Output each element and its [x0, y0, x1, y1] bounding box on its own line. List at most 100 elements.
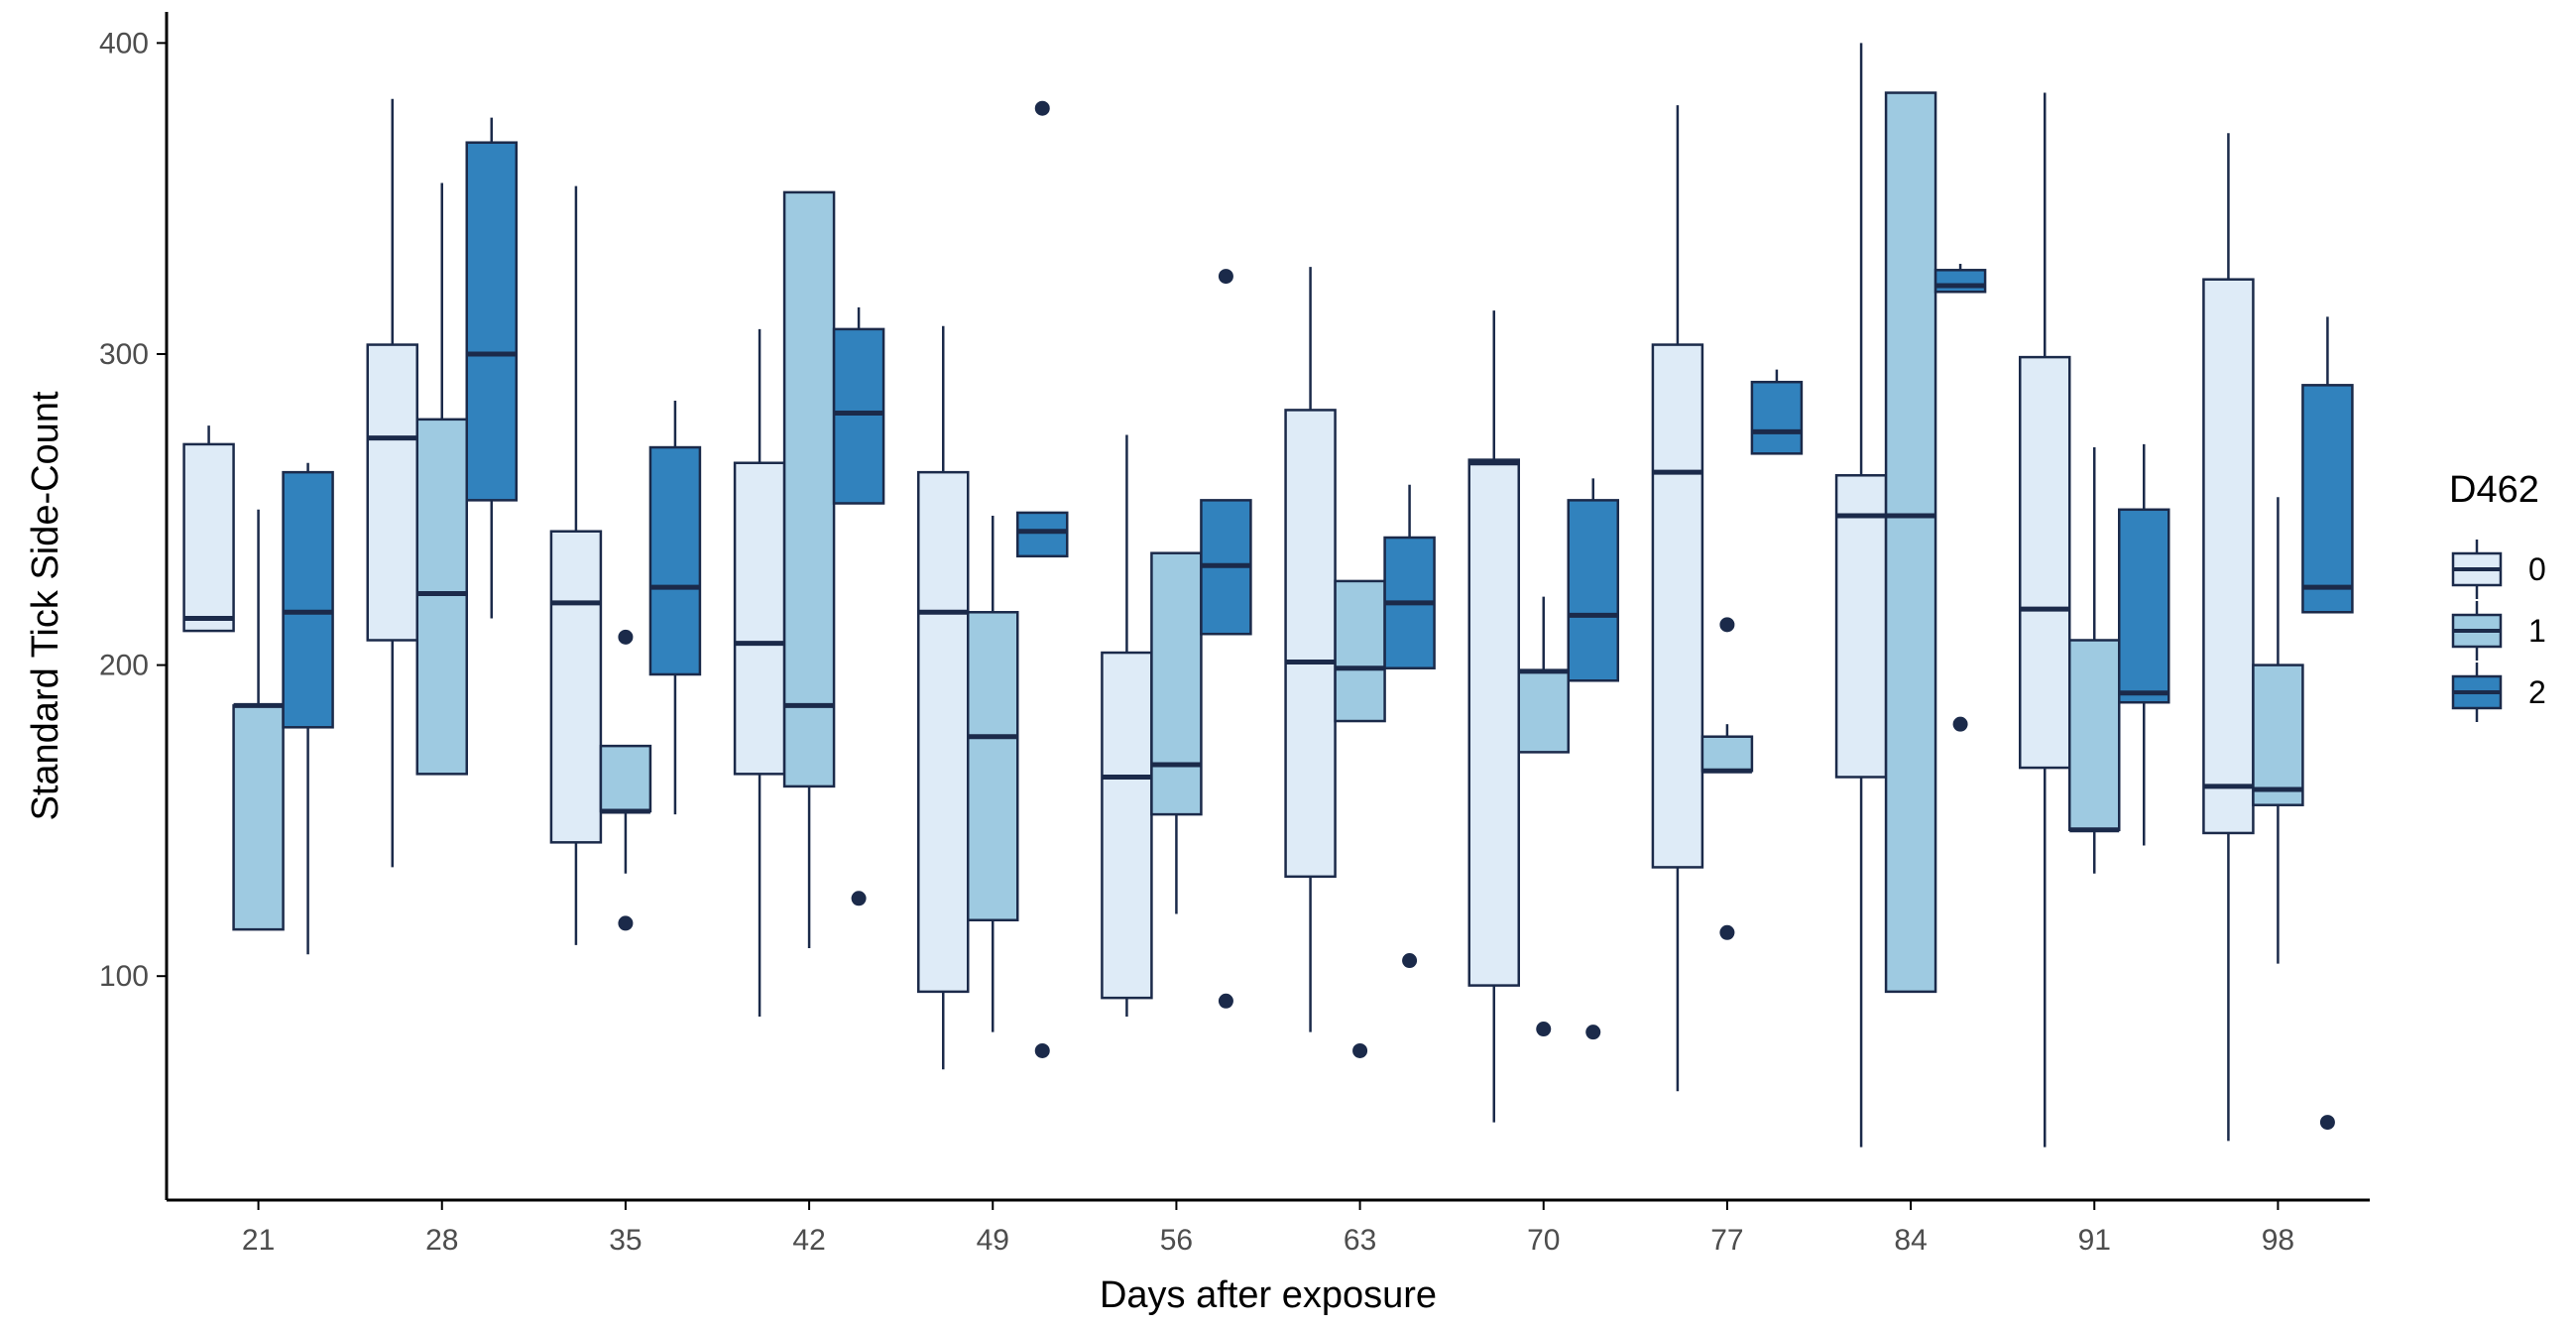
box-day-42-d462-2: [832, 306, 885, 906]
box: [599, 744, 652, 813]
box: [2252, 664, 2304, 806]
box: [1567, 499, 1619, 682]
box: [2301, 384, 2354, 614]
box: [1750, 380, 1804, 455]
box: [967, 611, 1019, 921]
box-day-70-d462-2: [1567, 478, 1619, 1040]
box: [1834, 474, 1888, 779]
legend-items: 0 1 2: [2451, 540, 2546, 722]
legend: D462 0 1 2: [2449, 469, 2546, 722]
x-tick-label: 98: [2262, 1224, 2294, 1257]
box-day-91-d462-1: [2068, 447, 2121, 874]
box-day-98-d462-1: [2252, 497, 2304, 964]
box: [232, 704, 285, 931]
box-day-56-d462-2: [1200, 269, 1252, 1009]
legend-item-0: 0: [2451, 540, 2546, 599]
box-day-91-d462-2: [2118, 443, 2170, 846]
box: [2118, 508, 2170, 704]
outlier-point: [1536, 1022, 1552, 1037]
x-tick-label: 91: [2078, 1224, 2111, 1257]
box: [782, 190, 836, 788]
outlier-point: [1034, 1042, 1050, 1058]
legend-label: 2: [2528, 674, 2546, 710]
box: [1933, 269, 1987, 294]
box: [366, 343, 418, 642]
box: [917, 470, 970, 994]
series-0: [182, 43, 2255, 1148]
axes: [165, 12, 2370, 1202]
x-tick-label: 21: [242, 1224, 275, 1257]
y-tick-label: 300: [99, 338, 149, 371]
outlier-point: [1719, 924, 1735, 940]
box-day-63-d462-1: [1334, 579, 1386, 1058]
box-day-42-d462-1: [782, 190, 836, 948]
box: [182, 442, 235, 633]
box-day-84-d462-1: [1884, 91, 1937, 994]
outlier-point: [851, 891, 867, 906]
box-day-84-d462-0: [1834, 43, 1888, 1148]
outlier-point: [1218, 993, 1233, 1009]
x-axis-title: Days after exposure: [1100, 1274, 1437, 1316]
box: [1016, 511, 1069, 558]
legend-item-2: 2: [2451, 663, 2546, 722]
box-day-77-d462-1: [1700, 617, 1754, 940]
outlier-point: [1218, 269, 1233, 285]
box-day-77-d462-2: [1750, 369, 1804, 455]
legend-label: 1: [2528, 613, 2546, 649]
box: [2068, 639, 2121, 832]
box-day-49-d462-1: [967, 516, 1019, 1032]
box-day-28-d462-1: [415, 182, 468, 776]
box-day-77-d462-0: [1651, 105, 1704, 1092]
outlier-point: [1585, 1025, 1601, 1040]
box: [465, 141, 518, 502]
outlier-point: [1402, 953, 1418, 969]
box: [1517, 669, 1570, 754]
x-tick-label: 63: [1344, 1224, 1376, 1257]
box: [415, 418, 468, 776]
box: [282, 470, 334, 729]
outlier-point: [2319, 1115, 2335, 1131]
box: [1284, 409, 1337, 879]
box-series: [182, 43, 2354, 1148]
legend-title: D462: [2449, 469, 2539, 511]
box: [1884, 91, 1937, 994]
box: [1700, 735, 1754, 773]
box-day-21-d462-2: [282, 462, 334, 955]
outlier-point: [1352, 1042, 1368, 1058]
box: [832, 327, 885, 505]
x-ticks: 21 28 35 42 49 56 63 70 77 84 91 98: [242, 1200, 2294, 1257]
box-day-28-d462-0: [366, 98, 418, 868]
x-tick-label: 56: [1160, 1224, 1193, 1257]
outlier-point: [1952, 716, 1968, 732]
y-axis-title: Standard Tick Side-Count: [25, 391, 66, 820]
box-day-49-d462-0: [917, 325, 970, 1070]
box: [733, 461, 786, 776]
legend-item-1: 1: [2451, 601, 2546, 661]
box: [1150, 551, 1203, 816]
box-day-98-d462-2: [2301, 316, 2354, 1131]
box: [549, 530, 603, 844]
box: [1101, 651, 1153, 1000]
box: [1467, 458, 1520, 987]
box: [1651, 343, 1704, 869]
box: [648, 445, 702, 676]
x-tick-label: 35: [609, 1224, 642, 1257]
series-1: [232, 91, 2304, 1058]
x-tick-label: 49: [977, 1224, 1009, 1257]
outlier-point: [1719, 617, 1735, 633]
x-tick-label: 42: [792, 1224, 825, 1257]
x-tick-label: 28: [425, 1224, 458, 1257]
y-tick-label: 100: [99, 960, 149, 993]
legend-label: 0: [2528, 551, 2546, 587]
box: [2019, 355, 2071, 770]
x-tick-label: 70: [1527, 1224, 1560, 1257]
box-day-70-d462-1: [1517, 596, 1570, 1037]
x-tick-label: 84: [1894, 1224, 1927, 1257]
y-tick-label: 200: [99, 650, 149, 682]
box-day-35-d462-0: [549, 185, 603, 945]
box-day-21-d462-1: [232, 509, 285, 931]
box-day-98-d462-0: [2202, 133, 2255, 1142]
box-day-63-d462-0: [1284, 267, 1337, 1032]
box-day-63-d462-2: [1383, 484, 1436, 969]
